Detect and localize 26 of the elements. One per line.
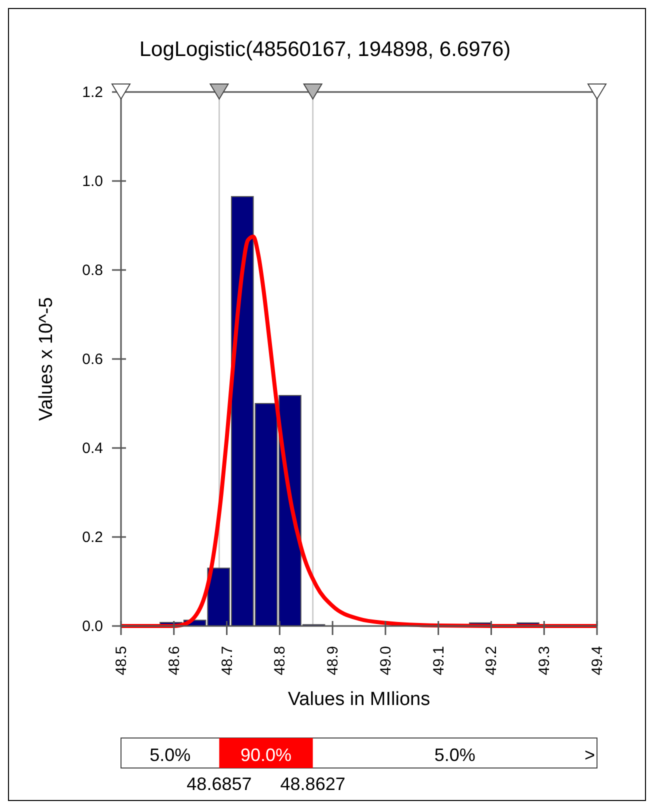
y-axis-title: Values x 10^-5: [36, 297, 57, 421]
y-tick-label: 0.6: [82, 351, 103, 368]
text: >: [584, 745, 595, 765]
x-tick-label: 48.5: [113, 646, 130, 676]
x-tick-label: 49.2: [483, 646, 500, 676]
x-tick-label: 48.8: [272, 646, 289, 676]
y-tick-label: 0.4: [82, 440, 103, 457]
x-tick-label: 49.1: [430, 646, 448, 676]
text: 48.8627: [280, 774, 346, 794]
chart-title: LogLogistic(48560167, 194898, 6.6976): [139, 38, 511, 61]
y-tick-label: 1.2: [82, 84, 103, 101]
x-axis-title: Values in MIlions: [288, 689, 430, 710]
x-tick-label: 49.0: [377, 646, 394, 676]
x-tick-label: 48.6: [166, 646, 183, 676]
y-tick-label: 0.0: [82, 618, 103, 635]
y-tick-label: 0.8: [82, 262, 103, 279]
x-tick-label: 49.3: [536, 646, 554, 676]
text: 5.0%: [150, 745, 191, 765]
y-tick-label: 0.2: [82, 529, 103, 546]
x-tick-label: 48.7: [218, 646, 236, 676]
x-tick-label: 48.9: [324, 646, 342, 676]
text: 90.0%: [240, 745, 292, 765]
x-tick-label: 49.4: [589, 646, 606, 676]
text: 5.0%: [434, 745, 476, 765]
y-tick-label: 1.0: [82, 173, 103, 190]
text: 48.6857: [186, 774, 252, 794]
